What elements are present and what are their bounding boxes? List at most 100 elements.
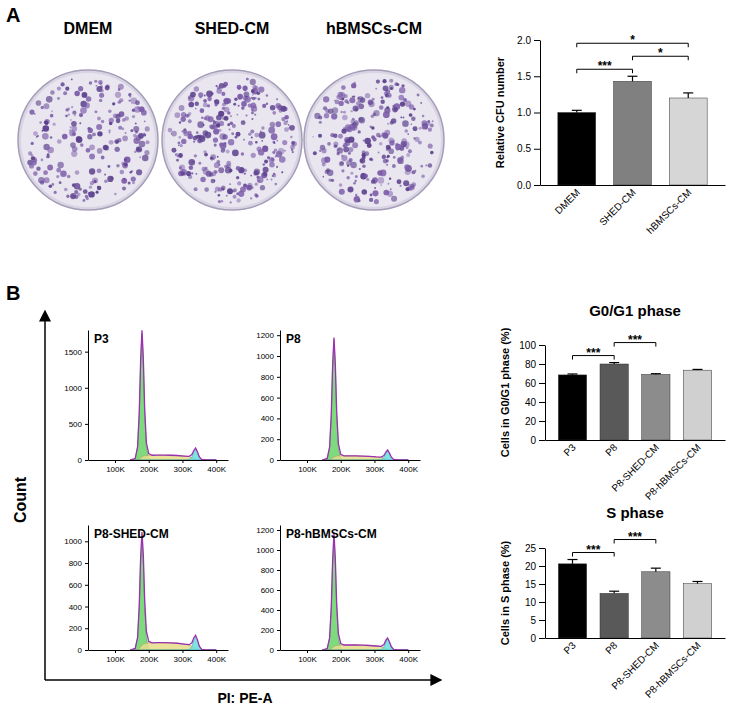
colony <box>189 97 191 99</box>
colony <box>398 95 404 101</box>
tick-label: 400K <box>207 465 226 474</box>
axis-line <box>545 549 546 639</box>
tick-mark <box>277 630 280 631</box>
colony <box>139 141 145 147</box>
colony <box>45 120 48 123</box>
colony <box>51 111 53 113</box>
colony <box>60 82 64 86</box>
tick: 5 <box>530 615 545 626</box>
colony <box>266 102 268 104</box>
colony <box>115 114 120 119</box>
tick-label: 0 <box>530 633 536 644</box>
colony <box>409 104 414 109</box>
colony <box>340 111 343 114</box>
error-cap <box>651 373 661 374</box>
colony <box>118 100 121 103</box>
chart-title: P8-hBMSCs-CM <box>286 527 377 541</box>
tick: 1000 <box>256 352 280 361</box>
colony <box>272 141 275 144</box>
colony <box>109 140 114 145</box>
axis-title: PI: PE-A <box>217 690 272 706</box>
tick-label: 1200 <box>256 526 274 535</box>
tick-mark <box>374 650 375 653</box>
colony <box>401 138 407 144</box>
colony <box>251 89 255 93</box>
axis: DMEMSHED-CMhBMSCs-CM <box>541 186 726 236</box>
axis-line <box>89 650 229 651</box>
colony <box>56 168 61 173</box>
colony <box>331 113 337 119</box>
colony <box>218 129 221 132</box>
colony <box>225 167 232 174</box>
colony <box>334 144 338 148</box>
tick: 400K <box>207 650 226 664</box>
significance-label: * <box>658 46 663 60</box>
colony <box>323 96 329 102</box>
colony <box>214 103 217 106</box>
colony <box>355 194 357 196</box>
axis-line <box>88 526 89 651</box>
colony <box>421 174 425 178</box>
colony <box>31 156 35 160</box>
colony <box>382 156 386 159</box>
tick-mark <box>277 335 280 336</box>
phase-area <box>322 639 408 650</box>
tick-label: 1000 <box>256 546 274 555</box>
tick-mark <box>534 185 540 186</box>
colony <box>234 97 237 100</box>
plot-marks <box>558 76 707 185</box>
colony <box>97 148 103 154</box>
colony <box>142 155 149 162</box>
tick: 100K <box>298 650 317 664</box>
colony <box>89 154 95 160</box>
fit-line <box>130 532 216 650</box>
tick-label: 300K <box>366 655 385 664</box>
axis: 0510152025 <box>525 543 546 644</box>
colony <box>194 137 196 139</box>
colony <box>381 132 385 136</box>
colony <box>82 199 85 202</box>
tick: 800 <box>69 559 88 568</box>
colony <box>376 80 380 84</box>
colony <box>190 92 196 98</box>
axis: P3P8P8-SHED-CMP8-hBMSCs-CM <box>546 441 726 502</box>
colony <box>50 90 54 94</box>
colony <box>131 176 136 181</box>
colony <box>84 103 90 109</box>
colony <box>368 101 374 107</box>
colony <box>219 142 226 149</box>
tick-mark <box>277 650 280 651</box>
colony <box>270 105 276 111</box>
category-label: P3 <box>561 441 578 458</box>
colony <box>262 146 268 152</box>
colony <box>252 97 256 101</box>
tick: 600 <box>261 394 280 403</box>
colony <box>57 86 61 90</box>
culture-plate <box>304 70 444 210</box>
colony <box>104 180 108 184</box>
colony <box>124 162 128 166</box>
colony <box>72 183 76 187</box>
fit-line <box>130 330 216 460</box>
tick: 10 <box>525 597 545 608</box>
colony <box>221 200 223 202</box>
tick: 800 <box>261 373 280 382</box>
tick: 200K <box>332 460 351 474</box>
colony <box>379 142 383 146</box>
axis-line <box>280 331 281 461</box>
colony <box>390 188 392 190</box>
colony <box>176 159 179 162</box>
colony <box>43 170 48 175</box>
colony <box>387 183 389 185</box>
colony <box>374 187 376 189</box>
colony <box>346 176 349 179</box>
colony <box>97 186 101 190</box>
colony <box>135 123 137 125</box>
colony <box>259 132 266 139</box>
colony <box>401 84 404 87</box>
plot-marks <box>322 337 408 460</box>
colony <box>427 120 430 123</box>
colony <box>34 113 36 115</box>
tick: 200 <box>261 435 280 444</box>
colony <box>226 161 231 166</box>
